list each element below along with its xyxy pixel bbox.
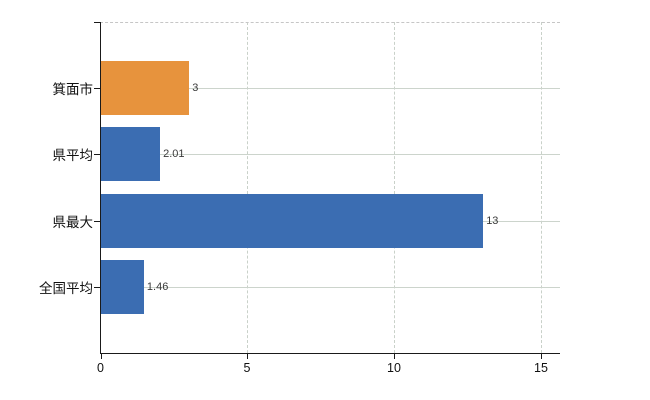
v-gridline xyxy=(394,22,395,353)
y-tick xyxy=(94,88,100,90)
bar-value-label: 2.01 xyxy=(163,148,185,161)
x-tick xyxy=(541,353,542,359)
x-tick-label: 5 xyxy=(243,361,251,375)
bar-value-label: 1.46 xyxy=(146,280,169,293)
category-label: 全国平均 xyxy=(39,280,93,296)
category-label: 箕面市 xyxy=(52,82,94,98)
bar-value-label: 13 xyxy=(486,214,499,227)
y-tick xyxy=(94,22,100,23)
x-axis-line xyxy=(100,353,560,354)
x-tick-label: 10 xyxy=(387,361,401,375)
category-label: 県平均 xyxy=(52,148,94,164)
bar xyxy=(101,259,144,314)
v-gridline xyxy=(247,22,248,353)
bar-value-label: 3 xyxy=(192,82,199,95)
h-gridline xyxy=(100,286,560,288)
v-gridline xyxy=(541,22,542,353)
h-gridline xyxy=(100,154,560,156)
y-axis-line xyxy=(100,22,101,353)
bar xyxy=(101,61,190,116)
category-label: 県最大 xyxy=(52,214,94,230)
y-tick xyxy=(94,286,100,288)
bar xyxy=(101,193,484,248)
x-tick xyxy=(247,353,248,359)
plot-top-border xyxy=(100,22,560,23)
h-gridline xyxy=(100,88,560,90)
bar xyxy=(101,127,161,182)
x-tick-label: 15 xyxy=(534,361,548,375)
y-tick xyxy=(94,154,100,156)
x-tick xyxy=(100,353,102,359)
x-tick-label: 0 xyxy=(97,361,104,375)
x-tick xyxy=(394,353,395,359)
y-tick xyxy=(94,220,100,222)
